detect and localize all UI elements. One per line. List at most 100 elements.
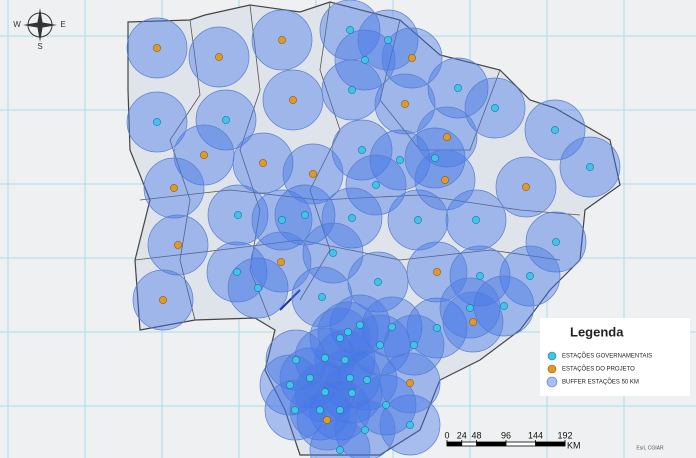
government-station [348,389,356,397]
project-station [278,36,286,44]
project-station [153,44,161,52]
government-station [348,86,356,94]
government-station [454,84,462,92]
government-station [153,118,161,126]
stations [153,26,594,454]
government-station [336,446,344,454]
project-station [159,296,167,304]
government-station [286,381,294,389]
compass: W E S [13,8,66,51]
government-station [382,401,390,409]
government-station [388,323,396,331]
scale-label: 0 [444,430,449,440]
legend-item: ESTAÇÕES GOVERNAMENTAIS [562,353,652,360]
government-station [316,406,324,414]
compass-west: W [13,20,21,29]
government-station [551,126,559,134]
government-station [356,321,364,329]
government-station [301,211,309,219]
project-station [200,151,208,159]
project-station [406,379,414,387]
project-station [309,170,317,178]
government-station [321,388,329,396]
project-station [469,318,477,326]
government-station [348,214,356,222]
government-station [254,284,262,292]
compass-rose [23,8,57,42]
project-station [443,133,451,141]
legend-box [540,318,690,396]
government-station [358,146,366,154]
project-station [522,183,530,191]
government-station [292,356,300,364]
country-outline [127,1,621,456]
scale-bar-segment [476,442,506,446]
government-station [306,374,314,382]
government-station [372,181,380,189]
scale-bar-segment [447,442,462,446]
project-station [174,241,182,249]
project-station [408,54,416,62]
government-station [336,334,344,342]
government-station [431,154,439,162]
government-station [374,278,382,286]
government-station [361,56,369,64]
government-station [278,216,286,224]
government-station [329,249,337,257]
project-station [259,159,267,167]
government-station [406,421,414,429]
boundary [169,19,201,321]
government-station [346,26,354,34]
government-station [414,216,422,224]
government-station [376,341,384,349]
legend-symbol [546,376,558,388]
project-station [323,416,331,424]
government-station [344,328,352,336]
boundary [139,189,581,216]
project-station [277,258,285,266]
boundary [134,239,561,261]
project-station [401,100,409,108]
government-station [341,356,349,364]
project-station [215,53,223,61]
scale-label: 96 [501,430,511,440]
project-station [441,176,449,184]
government-station [291,406,299,414]
boundary [299,1,341,301]
legend-symbol [547,351,557,361]
legend-item: BUFFER ESTAÇÕES 50 KM [562,379,639,386]
project-station [433,268,441,276]
boundary [239,4,271,321]
scale-label: 48 [471,430,481,440]
government-station [410,341,418,349]
government-station [363,376,371,384]
scale-label: 144 [528,430,543,440]
government-station [361,426,369,434]
government-station [500,302,508,310]
government-station [384,36,392,44]
scale-label: 192 [557,430,572,440]
government-station [234,211,242,219]
legend: Legenda ESTAÇÕES GOVERNAMENTAIS ESTAÇÕES… [540,318,690,396]
legend-item: ESTAÇÕES DO PROJETO [562,366,635,373]
state-boundaries [134,1,581,321]
government-station [476,272,484,280]
scale-unit: KM [567,440,581,450]
government-station [586,163,594,171]
government-station [346,374,354,382]
compass-east: E [60,20,65,29]
credit: Esri, CGIAR [636,445,664,451]
government-station [336,406,344,414]
scale-bar-segment [535,442,565,446]
government-station [466,304,474,312]
government-station [526,272,534,280]
government-station [472,216,480,224]
government-station [321,354,329,362]
scale-label: 24 [457,430,467,440]
project-station [170,184,178,192]
government-station [396,156,404,164]
government-station [433,324,441,332]
government-station [552,238,560,246]
